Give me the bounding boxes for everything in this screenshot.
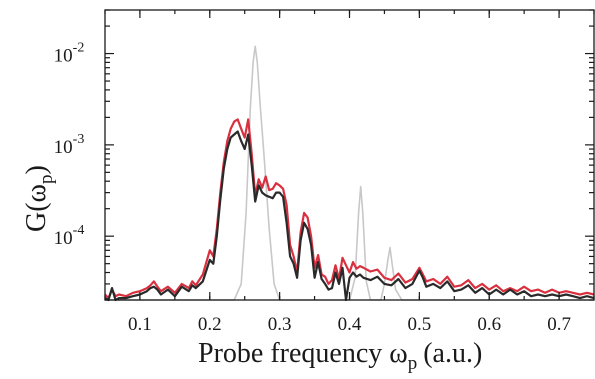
x-axis-title: Probe frequency ωp (a.u.) <box>198 338 482 374</box>
y-tick-label: 10-2 <box>54 41 85 67</box>
y-tick-label: 10-3 <box>54 132 85 158</box>
ticks-layer <box>104 9 595 301</box>
y-axis-title: G(ωp) <box>21 165 57 232</box>
x-tick-label: 0.3 <box>268 314 292 335</box>
x-tick-label: 0.2 <box>198 314 222 335</box>
tick-labels-layer: 0.1 0.2 0.3 0.4 0.5 0.6 0.7 10-2 10-3 10-4 <box>54 41 571 335</box>
x-tick-label: 0.6 <box>477 314 501 335</box>
x-tick-label: 0.4 <box>338 314 362 335</box>
series-line-2 <box>104 118 595 300</box>
x-tick-label: 0.7 <box>547 314 571 335</box>
series-line-3 <box>104 130 595 302</box>
x-tick-label: 0.5 <box>407 314 431 335</box>
y-tick-label: 10-4 <box>54 223 85 249</box>
x-tick-label: 0.1 <box>128 314 152 335</box>
